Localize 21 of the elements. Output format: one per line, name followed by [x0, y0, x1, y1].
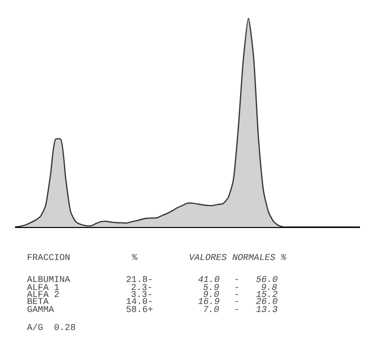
text: FRACCION [27, 253, 70, 263]
text: BETA [27, 297, 50, 307]
text: - [234, 305, 240, 315]
text: A/G 0.28 [27, 323, 76, 333]
text: 13.3 [256, 305, 278, 315]
text: 16.9 [198, 297, 220, 307]
text: 41.0 [198, 275, 220, 285]
text: 21.8- [126, 275, 154, 285]
text: 14.0- [126, 297, 154, 307]
text: 7.0 [203, 305, 220, 315]
text: - [234, 297, 240, 307]
text: 56.0 [256, 275, 278, 285]
text: VALORES NORMALES % [189, 253, 287, 263]
text: GAMMA [27, 305, 55, 315]
text: - [234, 275, 240, 285]
text: % [132, 253, 138, 263]
text: - [234, 283, 240, 293]
text: - [234, 290, 240, 300]
text: ALBUMINA [27, 275, 71, 285]
text: 58.6+ [126, 305, 154, 315]
text: 26.0 [256, 297, 278, 307]
